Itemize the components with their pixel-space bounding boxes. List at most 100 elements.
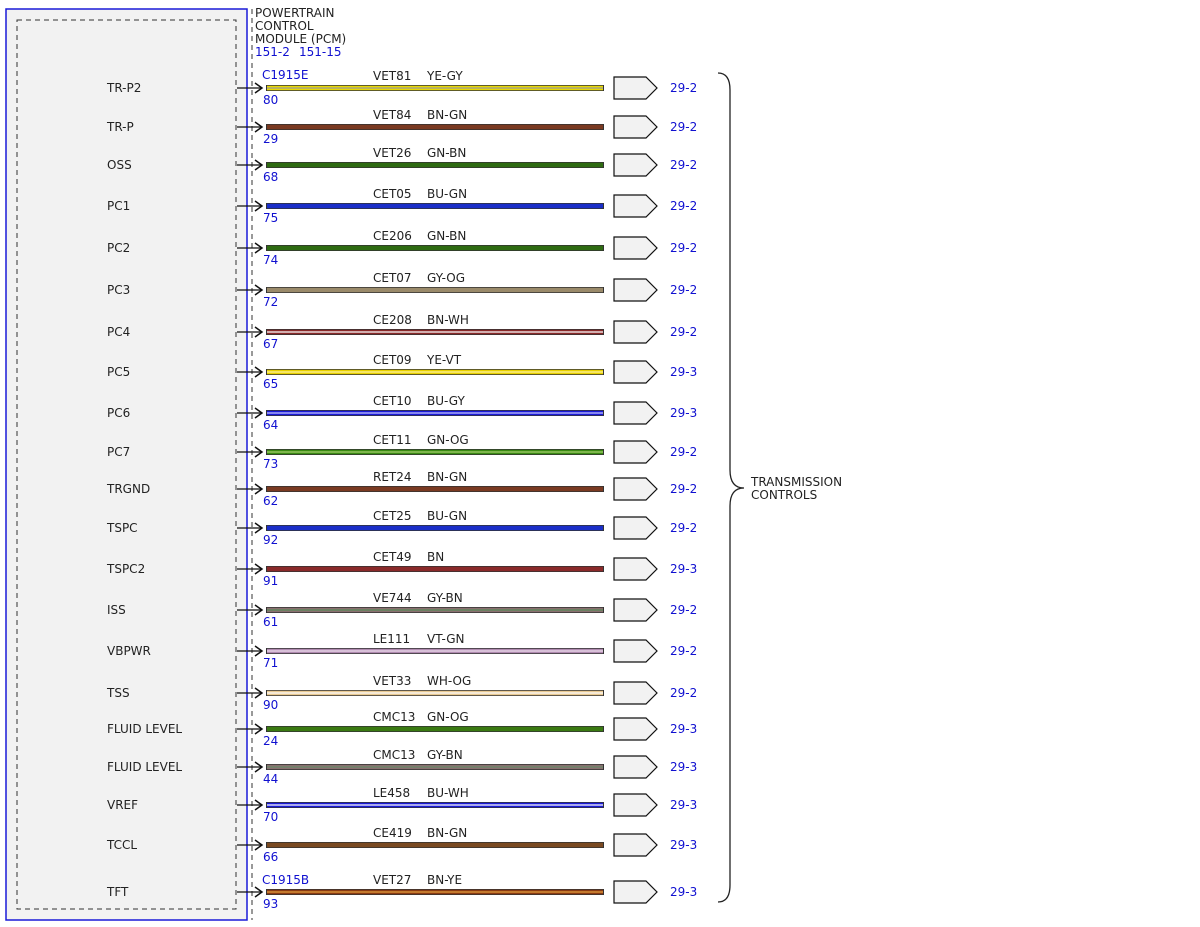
page-ref-link[interactable]: 29-3: [670, 562, 697, 576]
circuit-id: CET07: [373, 271, 412, 285]
page-ref-link[interactable]: 29-3: [670, 798, 697, 812]
signal-label: VBPWR: [107, 644, 151, 658]
wire-color-code: WH-OG: [427, 674, 471, 688]
signal-label: TCCL: [106, 838, 137, 852]
pin-number[interactable]: 65: [263, 377, 278, 391]
page-ref-link[interactable]: 29-2: [670, 603, 697, 617]
circuit-id: CMC13: [373, 748, 415, 762]
circuit-id: CET25: [373, 509, 412, 523]
page-ref-link[interactable]: 29-2: [670, 241, 697, 255]
signal-label: TRGND: [106, 482, 150, 496]
pin-number[interactable]: 93: [263, 897, 278, 911]
page-ref-link[interactable]: 29-2: [670, 158, 697, 172]
pin-number[interactable]: 70: [263, 810, 278, 824]
connector-end-icon: [613, 880, 658, 904]
pin-arrow-icon: [254, 604, 264, 616]
pin-number[interactable]: 29: [263, 132, 278, 146]
pin-number[interactable]: 64: [263, 418, 278, 432]
circuit-id: RET24: [373, 470, 412, 484]
page-ref-link[interactable]: 29-2: [670, 81, 697, 95]
pcm-module-box: [5, 8, 248, 921]
page-ref-link[interactable]: 29-2: [670, 199, 697, 213]
wire-color-code: BN-YE: [427, 873, 462, 887]
pin-number[interactable]: 90: [263, 698, 278, 712]
signal-label: ISS: [107, 603, 126, 617]
module-ref-1[interactable]: 151-2: [255, 45, 290, 59]
page-ref-link[interactable]: 29-2: [670, 120, 697, 134]
signal-label: FLUID LEVEL: [107, 760, 182, 774]
pin-arrow-icon: [254, 886, 264, 898]
wire-color-code: GN-OG: [427, 710, 469, 724]
circuit-id: CET05: [373, 187, 412, 201]
circuit-id: CET11: [373, 433, 412, 447]
pin-number[interactable]: 92: [263, 533, 278, 547]
connector-label-c1915b[interactable]: C1915B: [262, 873, 309, 887]
page-ref-link[interactable]: 29-3: [670, 838, 697, 852]
pin-arrow-icon: [254, 159, 264, 171]
group-label-line-1: TRANSMISSION: [750, 475, 842, 489]
wire-color-code: GY-BN: [427, 748, 463, 762]
connector-end-icon: [613, 236, 658, 260]
pin-number[interactable]: 74: [263, 253, 278, 267]
pin-number[interactable]: 80: [263, 93, 278, 107]
wire-color-code: GN-BN: [427, 229, 466, 243]
wire-color-code: YE-GY: [426, 69, 463, 83]
page-ref-link[interactable]: 29-3: [670, 885, 697, 899]
pin-number[interactable]: 72: [263, 295, 278, 309]
pin-number[interactable]: 73: [263, 457, 278, 471]
pin-arrow-icon: [254, 645, 264, 657]
circuit-id: CET49: [373, 550, 412, 564]
pin-number[interactable]: 75: [263, 211, 278, 225]
connector-end-icon: [613, 639, 658, 663]
connector-label-c1915e[interactable]: C1915E: [262, 68, 309, 82]
pin-arrow-icon: [254, 82, 264, 94]
page-ref-link[interactable]: 29-2: [670, 521, 697, 535]
pin-number[interactable]: 62: [263, 494, 278, 508]
circuit-id: VET27: [373, 873, 411, 887]
page-ref-link[interactable]: 29-2: [670, 325, 697, 339]
circuit-id: CE419: [373, 826, 412, 840]
pin-arrow-icon: [254, 326, 264, 338]
page-ref-link[interactable]: 29-2: [670, 686, 697, 700]
pin-number[interactable]: 66: [263, 850, 278, 864]
connector-end-icon: [613, 793, 658, 817]
wire-color-code: GN-BN: [427, 146, 466, 160]
connector-end-icon: [613, 557, 658, 581]
pin-number[interactable]: 67: [263, 337, 278, 351]
connector-end-icon: [613, 115, 658, 139]
circuit-id: VET33: [373, 674, 411, 688]
pin-number[interactable]: 61: [263, 615, 278, 629]
page-ref-link[interactable]: 29-3: [670, 406, 697, 420]
page-ref-link[interactable]: 29-2: [670, 644, 697, 658]
circuit-id: LE458: [373, 786, 410, 800]
connector-end-icon: [613, 681, 658, 705]
pin-number[interactable]: 91: [263, 574, 278, 588]
pin-number[interactable]: 71: [263, 656, 278, 670]
signal-label: TFT: [106, 885, 129, 899]
page-ref-link[interactable]: 29-3: [670, 722, 697, 736]
module-title-line-1: POWERTRAIN: [255, 6, 335, 20]
pin-number[interactable]: 24: [263, 734, 278, 748]
pin-arrow-icon: [254, 483, 264, 495]
pcm-module-inner-dashed: [16, 19, 237, 910]
pin-arrow-icon: [254, 284, 264, 296]
connector-end-icon: [613, 598, 658, 622]
page-ref-link[interactable]: 29-2: [670, 482, 697, 496]
page-ref-link[interactable]: 29-2: [670, 283, 697, 297]
page-ref-link[interactable]: 29-3: [670, 760, 697, 774]
page-ref-link[interactable]: 29-3: [670, 365, 697, 379]
pin-arrow-icon: [254, 839, 264, 851]
pin-number[interactable]: 68: [263, 170, 278, 184]
circuit-id: CE208: [373, 313, 412, 327]
wire-color-code: YE-VT: [426, 353, 462, 367]
pin-arrow-icon: [254, 407, 264, 419]
signal-label: PC4: [107, 325, 130, 339]
signal-label: OSS: [107, 158, 132, 172]
page-ref-link[interactable]: 29-2: [670, 445, 697, 459]
connector-end-icon: [613, 401, 658, 425]
signal-label: TSPC2: [106, 562, 145, 576]
pin-number[interactable]: 44: [263, 772, 278, 786]
module-ref-2[interactable]: 151-15: [299, 45, 342, 59]
pin-arrow-icon: [254, 761, 264, 773]
wire-color-code: BN-GN: [427, 470, 467, 484]
